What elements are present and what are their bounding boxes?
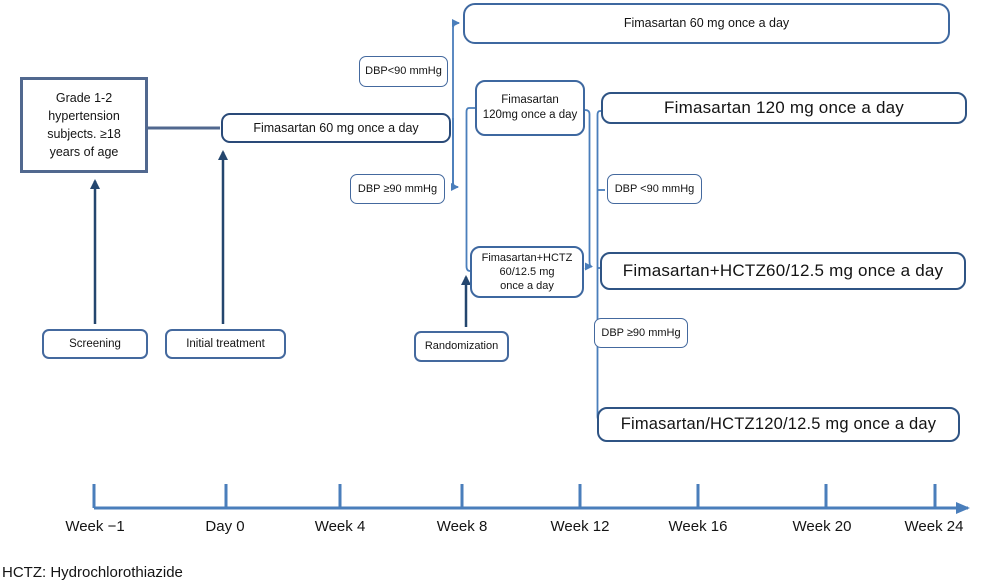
- eligibility-line: Grade 1-2: [55, 90, 113, 105]
- timeline-label-week20: Week 20: [792, 518, 852, 535]
- uptitrate-hctz-line: once a day: [500, 280, 554, 293]
- timeline-label-week16: Week 16: [668, 518, 728, 535]
- timeline-label-week12: Week 12: [550, 518, 610, 535]
- bracket-collect-hctz: [584, 266, 590, 270]
- arm-hctz-120-box: Fimasartan/HCTZ120/12.5 mg once a day: [597, 407, 960, 442]
- initial-treatment-drug-label: Fimasartan 60 mg once a day: [253, 120, 419, 135]
- eligibility-box: Grade 1-2 hypertension subjects. ≥18 yea…: [20, 77, 148, 173]
- timeline-label-week4: Week 4: [314, 518, 366, 535]
- uptitrate-hctz-line: Fimasartan+HCTZ: [481, 251, 573, 264]
- phase-screening-box: Screening: [42, 329, 148, 359]
- arm-continue-60-label: Fimasartan 60 mg once a day: [623, 16, 790, 31]
- dbp-lt90-left-text: DBP<90 mmHg: [365, 65, 442, 78]
- phase-randomization-label: Randomization: [424, 340, 499, 353]
- uptitrate-hctz-line: 60/12.5 mg: [499, 265, 555, 278]
- eligibility-line: subjects. ≥18: [47, 127, 121, 141]
- arm-fimasartan-120-label: Fimasartan 120 mg once a day: [664, 97, 904, 117]
- eligibility-line: years of age: [49, 145, 119, 160]
- dbp-ge90-right-label: DBP ≥90 mmHg: [594, 318, 688, 348]
- timeline-label-week-minus1: Week −1: [65, 518, 125, 535]
- timeline-ticks: [92, 484, 937, 508]
- connector-dbp-ge90-branch: [451, 118, 459, 191]
- timeline-label-week24: Week 24: [904, 518, 964, 535]
- uptitrate-hctz-box: Fimasartan+HCTZ 60/12.5 mg once a day: [470, 246, 584, 298]
- dbp-ge90-left-text: DBP ≥90 mmHg: [357, 182, 438, 195]
- timeline-label-day0: Day 0: [205, 518, 245, 535]
- bracket-uptitration-split: [465, 107, 475, 272]
- arm-hctz-120-label: Fimasartan/HCTZ120/12.5 mg once a day: [620, 414, 937, 433]
- dbp-lt90-left-label: DBP<90 mmHg: [359, 56, 448, 87]
- dbp-ge90-right-text: DBP ≥90 mmHg: [601, 326, 681, 339]
- uptitrate-120-line: 120mg once a day: [482, 109, 578, 121]
- arm-hctz-60-box: Fimasartan+HCTZ60/12.5 mg once a day: [600, 252, 966, 290]
- eligibility-line: hypertension: [48, 108, 120, 123]
- uptitrate-120-box: Fimasartan 120mg once a day: [475, 80, 585, 136]
- initial-treatment-drug-box: Fimasartan 60 mg once a day: [221, 113, 451, 143]
- arm-hctz-60-label: Fimasartan+HCTZ60/12.5 mg once a day: [622, 260, 944, 280]
- connector-dbp-lt90-branch: [452, 19, 460, 186]
- phase-screening-label: Screening: [69, 337, 121, 350]
- phase-randomization-box: Randomization: [414, 331, 509, 362]
- bracket-collect-120: [584, 109, 593, 271]
- phase-initial-treatment-label: Initial treatment: [186, 337, 265, 350]
- arm-continue-60-box: Fimasartan 60 mg once a day: [463, 3, 950, 44]
- footnote-abbreviation: HCTZ: Hydrochlorothiazide: [2, 564, 183, 581]
- timeline-label-week8: Week 8: [436, 518, 488, 535]
- arm-fimasartan-120-box: Fimasartan 120 mg once a day: [601, 92, 967, 124]
- dbp-ge90-left-label: DBP ≥90 mmHg: [350, 174, 445, 204]
- uptitrate-120-line: Fimasartan: [501, 94, 559, 107]
- dbp-lt90-right-label: DBP <90 mmHg: [607, 174, 702, 204]
- phase-initial-treatment-box: Initial treatment: [165, 329, 286, 359]
- dbp-lt90-right-text: DBP <90 mmHg: [614, 182, 695, 195]
